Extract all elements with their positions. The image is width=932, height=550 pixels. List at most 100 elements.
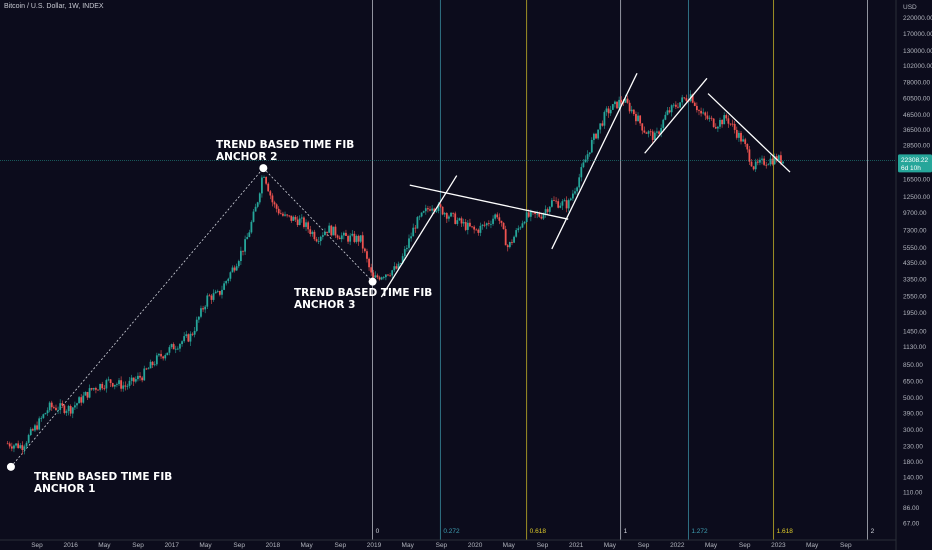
candle-body-265	[563, 200, 566, 202]
candle-body-118	[254, 206, 257, 212]
candle-body-1	[8, 443, 11, 447]
candle-body-214	[456, 220, 459, 224]
candle-body-329	[698, 110, 700, 111]
candle-body-151	[324, 231, 326, 236]
candle-body-79	[172, 344, 175, 350]
candle-body-305	[647, 131, 650, 134]
candle-body-107	[231, 267, 234, 273]
anchor-dot-2	[368, 277, 377, 286]
candle-body-348	[738, 132, 740, 138]
candle-body-218	[464, 222, 467, 230]
candle-body-179	[382, 277, 385, 278]
candle-body-296	[628, 102, 631, 112]
candle-body-178	[380, 277, 383, 280]
candle-body-171	[366, 251, 368, 259]
candle-body-12	[31, 429, 34, 431]
candle-body-49	[109, 379, 112, 384]
candle-body-143	[307, 222, 310, 230]
candle-body-85	[185, 334, 188, 337]
candle-body-277	[588, 152, 591, 155]
candle-body-31	[71, 407, 74, 414]
candle-body-289	[614, 101, 616, 105]
candle-body-227	[483, 224, 486, 226]
candle-body-292	[620, 99, 623, 103]
candle-body-55	[122, 385, 125, 389]
candle-body-112	[242, 250, 244, 252]
candle-body-60	[132, 377, 135, 382]
candle-body-258	[548, 206, 551, 212]
y-tick-12: 9700.00	[903, 210, 927, 217]
y-tick-17: 2550.00	[903, 293, 927, 300]
candle-body-61	[134, 379, 137, 382]
candle-body-262	[557, 201, 560, 208]
candle-body-42	[95, 388, 97, 390]
candle-body-243	[517, 228, 520, 231]
candle-body-335	[710, 117, 713, 119]
candle-body-354	[750, 161, 753, 167]
candle-body-356	[754, 161, 757, 170]
candle-body-69	[151, 361, 154, 366]
candle-body-205	[437, 204, 440, 212]
candle-body-346	[733, 123, 736, 130]
candle-body-184	[393, 266, 396, 271]
candle-body-185	[395, 266, 398, 269]
candle-body-268	[569, 198, 572, 201]
candle-body-225	[479, 225, 482, 233]
fib-label-5: 1.618	[777, 528, 794, 535]
candle-body-140	[300, 217, 303, 219]
candle-body-254	[540, 216, 543, 219]
candle-body-352	[746, 143, 749, 150]
x-tick-21: Sep	[739, 542, 751, 549]
anchor-link-0	[10, 167, 264, 468]
candle-body-362	[767, 164, 770, 166]
candle-body-40	[90, 388, 93, 390]
candle-body-32	[73, 405, 76, 408]
candle-body-83	[181, 341, 183, 344]
candle-body-80	[174, 348, 177, 350]
candle-body-129	[277, 208, 280, 214]
candle-body-297	[630, 109, 633, 112]
candle-body-251	[534, 211, 536, 215]
candle-body-115	[248, 232, 251, 238]
candle-body-45	[101, 383, 104, 389]
candle-body-127	[273, 202, 276, 205]
candle-body-208	[443, 213, 446, 215]
candle-body-168	[359, 235, 362, 242]
candle-body-260	[553, 200, 555, 202]
candle-body-47	[105, 380, 108, 389]
candle-body-303	[643, 130, 646, 133]
candle-body-130	[279, 213, 282, 215]
fib-label-1: 0.272	[443, 528, 460, 535]
candle-body-284	[603, 112, 606, 126]
x-tick-3: Sep	[132, 542, 144, 549]
candle-body-149	[319, 236, 322, 242]
candle-body-249	[529, 211, 532, 217]
candle-body-330	[700, 110, 702, 114]
candle-body-216	[460, 218, 463, 224]
anchor-label-2-line-1: ANCHOR 3	[294, 299, 355, 311]
candle-body-63	[139, 375, 141, 378]
x-axis: Sep 2016 May Sep 2017 May Sep 2018 May Sep 2019 May…	[0, 539, 896, 549]
candle-body-283	[601, 123, 604, 126]
candle-body-215	[458, 218, 461, 221]
candle-body-30	[69, 405, 72, 414]
candle-body-195	[416, 217, 419, 229]
candle-body-207	[441, 206, 444, 215]
candle-body-353	[748, 149, 751, 162]
candle-body-200	[427, 208, 429, 210]
candle-body-41	[92, 388, 95, 390]
candle-body-29	[67, 405, 70, 412]
candle-body-193	[412, 227, 415, 237]
candle-body-77	[168, 347, 171, 353]
candle-body-82	[179, 343, 181, 349]
candle-body-230	[490, 223, 492, 225]
candle-body-213	[454, 213, 457, 224]
candle-body-121	[261, 177, 263, 194]
fib-label-6: 2	[871, 528, 875, 535]
candle-body-158	[338, 237, 341, 240]
candle-body-57	[126, 385, 129, 387]
candle-body-308	[653, 132, 656, 140]
y-tick-10: 16500.00	[903, 177, 930, 184]
